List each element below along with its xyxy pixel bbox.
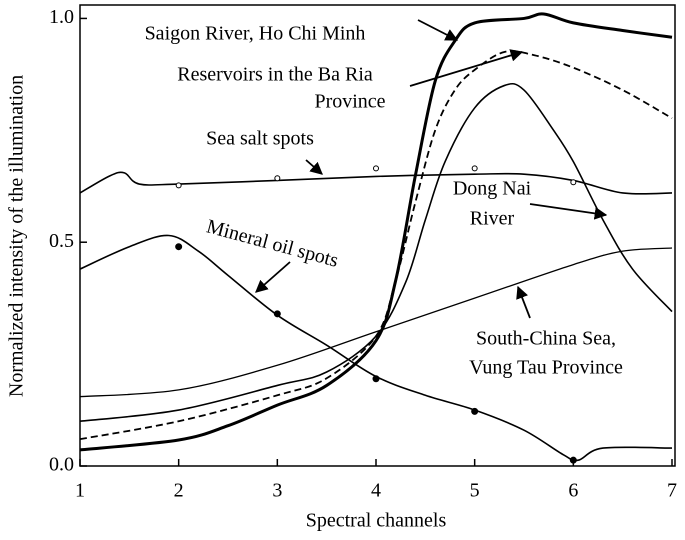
data-point (570, 179, 577, 186)
annotation-arrow (409, 49, 524, 87)
annotation: Sea salt spots (206, 128, 314, 150)
series-line (79, 171, 673, 195)
annotation: Mineral oil spots (204, 215, 341, 271)
y-tick-label: 0.5 (49, 230, 74, 252)
data-point (471, 407, 479, 415)
annotation: River (470, 208, 515, 230)
data-point (273, 310, 281, 318)
series-line (79, 247, 673, 398)
y-tick-label: 1.0 (49, 6, 74, 28)
data-point (373, 165, 379, 172)
series-line (79, 50, 673, 441)
x-tick-label: 3 (272, 480, 282, 502)
x-tick-label: 5 (470, 480, 480, 502)
data-point (274, 175, 281, 182)
data-point (471, 165, 478, 172)
x-tick-label: 4 (371, 480, 381, 502)
annotation: Dong Nai (453, 178, 532, 200)
x-tick-label: 7 (667, 480, 677, 502)
series-line (79, 12, 673, 452)
annotation-arrow (255, 261, 291, 293)
x-tick-label: 1 (75, 480, 85, 502)
plot-frame (79, 4, 676, 467)
data-point (569, 456, 577, 464)
y-tick-label: 0.0 (49, 454, 74, 476)
y-axis-label: Normalized intensity of the illumination (6, 75, 28, 397)
annotation: Vung Tau Province (469, 357, 623, 379)
annotation-arrow (529, 203, 608, 220)
data-point (175, 182, 182, 189)
x-axis-label: Spectral channels (306, 510, 447, 532)
annotation: Reservoirs in the Ba Ria (177, 64, 373, 86)
annotation: Saigon River, Ho Chi Minh (145, 23, 366, 45)
annotation-arrow (516, 285, 531, 319)
x-tick-label: 6 (568, 480, 578, 502)
annotation: South-China Sea, (476, 328, 616, 350)
annotation-arrow (305, 159, 323, 175)
data-point (175, 243, 183, 251)
series-line (79, 82, 673, 423)
annotation: Province (314, 91, 385, 113)
data-point (372, 375, 380, 383)
annotation-arrow (417, 19, 459, 41)
x-tick-label: 2 (174, 480, 184, 502)
